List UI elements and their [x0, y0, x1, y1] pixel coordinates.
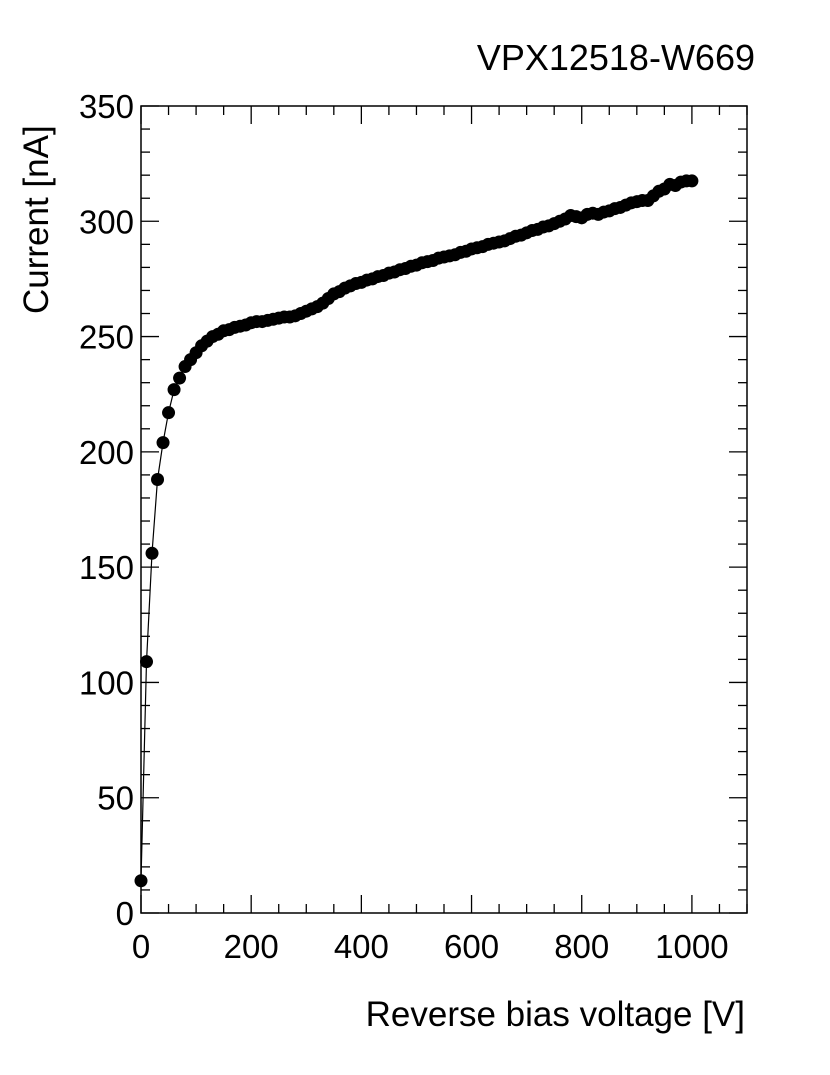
x-tick-label: 0: [132, 928, 150, 965]
x-axis-title: Reverse bias voltage [V]: [366, 995, 745, 1034]
x-tick-label: 800: [554, 928, 609, 965]
chart-title: VPX12518-W669: [477, 37, 755, 78]
x-tick-label: 200: [224, 928, 279, 965]
series-line: [140, 180, 692, 881]
y-tick-label: 250: [79, 319, 134, 356]
y-tick-label: 0: [116, 895, 134, 932]
x-tick-labels: 0 200 400 600 800 1000: [132, 928, 729, 965]
y-axis-title: Current [nA]: [17, 125, 56, 314]
y-tick-label: 50: [97, 780, 134, 817]
x-tick-label: 1000: [655, 928, 728, 965]
x-tick-label: 600: [444, 928, 499, 965]
x-tick-label: 400: [334, 928, 389, 965]
y-tick-label: 100: [79, 664, 134, 701]
data-point: [173, 371, 187, 385]
y-tick-label: 200: [79, 434, 134, 471]
y-tick-label: 300: [79, 203, 134, 240]
data-point: [162, 406, 176, 420]
y-tick-labels: 0 50 100 150 200 250 300 350: [79, 88, 134, 932]
data-points: [134, 174, 699, 888]
data-point: [140, 655, 154, 669]
plot-frame: [140, 105, 748, 914]
y-tick-label: 350: [79, 88, 134, 125]
data-point: [167, 383, 181, 397]
data-point: [145, 546, 159, 560]
data-point: [134, 874, 148, 888]
data-point: [685, 174, 699, 188]
data-point: [156, 436, 170, 450]
data-point: [151, 473, 165, 487]
axis-ticks: [140, 105, 748, 914]
y-tick-label: 150: [79, 549, 134, 586]
